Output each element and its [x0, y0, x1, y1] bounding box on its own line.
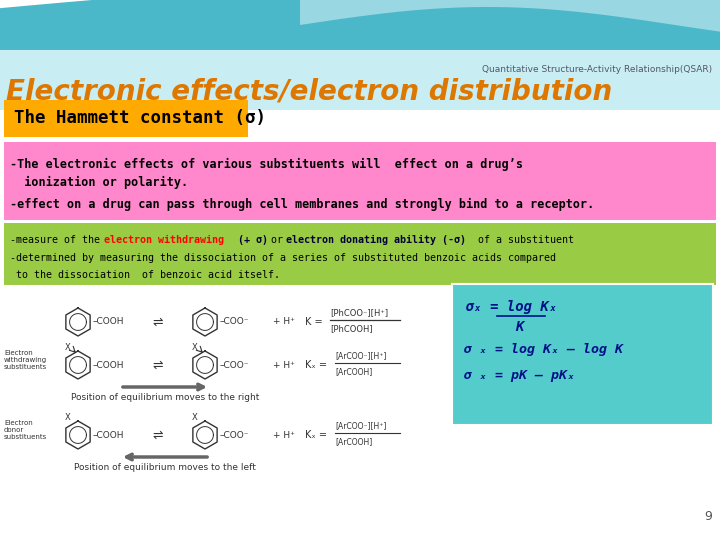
- Text: σₓ = log Kₓ: σₓ = log Kₓ: [465, 300, 557, 314]
- Text: –COO⁻: –COO⁻: [220, 430, 250, 440]
- Text: –COO⁻: –COO⁻: [220, 318, 250, 327]
- Text: [PhCOOH]: [PhCOOH]: [330, 325, 373, 334]
- Text: Electronic effects/electron distribution: Electronic effects/electron distribution: [6, 78, 612, 106]
- Text: ⇌: ⇌: [153, 315, 163, 328]
- FancyBboxPatch shape: [0, 0, 720, 110]
- Text: σ ₓ = pK – pKₓ: σ ₓ = pK – pKₓ: [463, 368, 575, 381]
- Text: –COOH: –COOH: [93, 361, 125, 369]
- Text: ⇌: ⇌: [153, 359, 163, 372]
- Polygon shape: [300, 0, 720, 36]
- Text: [ArCOO⁻][H⁺]: [ArCOO⁻][H⁺]: [335, 352, 387, 361]
- Text: Position of equilibrium moves to the right: Position of equilibrium moves to the rig…: [71, 394, 259, 402]
- Text: electron donating ability (-σ): electron donating ability (-σ): [286, 235, 466, 245]
- Text: X: X: [192, 343, 198, 353]
- Text: [ArCOOH]: [ArCOOH]: [335, 368, 372, 376]
- Text: [ArCOO⁻][H⁺]: [ArCOO⁻][H⁺]: [335, 422, 387, 430]
- Text: of a substituent: of a substituent: [472, 235, 574, 245]
- Text: 9: 9: [704, 510, 712, 523]
- Text: X: X: [192, 414, 198, 422]
- Text: to the dissociation  of benzoic acid itself.: to the dissociation of benzoic acid itse…: [10, 270, 280, 280]
- Text: Electron
donor
substituents: Electron donor substituents: [4, 420, 48, 440]
- Text: -effect on a drug can pass through cell membranes and strongly bind to a recepto: -effect on a drug can pass through cell …: [10, 198, 594, 211]
- FancyBboxPatch shape: [4, 288, 716, 522]
- Text: + H⁺: + H⁺: [273, 430, 295, 440]
- Text: -determined by measuring the dissociation of a series of substituted benzoic aci: -determined by measuring the dissociatio…: [10, 253, 556, 263]
- Text: (+ σ): (+ σ): [232, 235, 268, 245]
- Text: ⇌: ⇌: [153, 429, 163, 442]
- Text: Position of equilibrium moves to the left: Position of equilibrium moves to the lef…: [74, 463, 256, 472]
- Text: –COOH: –COOH: [93, 430, 125, 440]
- Text: –COOH: –COOH: [93, 318, 125, 327]
- Text: The Hammett constant (σ): The Hammett constant (σ): [14, 109, 266, 127]
- Text: σ ₓ = log Kₓ – log K: σ ₓ = log Kₓ – log K: [463, 343, 623, 356]
- FancyBboxPatch shape: [0, 30, 720, 110]
- Text: + H⁺: + H⁺: [273, 318, 295, 327]
- Text: -The electronic effects of various substituents will  effect on a drug’s: -The electronic effects of various subst…: [10, 158, 523, 171]
- Text: [ArCOOH]: [ArCOOH]: [335, 437, 372, 447]
- Text: –COO⁻: –COO⁻: [220, 361, 250, 369]
- Polygon shape: [0, 0, 720, 10]
- Text: electron withdrawing: electron withdrawing: [104, 235, 224, 245]
- Text: Kₓ =: Kₓ =: [305, 360, 330, 370]
- Text: Quantitative Structure-Activity Relationship(QSAR): Quantitative Structure-Activity Relation…: [482, 65, 712, 75]
- FancyBboxPatch shape: [0, 0, 720, 50]
- Text: + H⁺: + H⁺: [273, 361, 295, 369]
- Text: X: X: [65, 414, 71, 422]
- Text: ionization or polarity.: ionization or polarity.: [10, 176, 188, 188]
- Text: -measure of the: -measure of the: [10, 235, 106, 245]
- Text: or: or: [265, 235, 289, 245]
- FancyBboxPatch shape: [452, 284, 713, 425]
- Text: [PhCOO⁻][H⁺]: [PhCOO⁻][H⁺]: [330, 308, 388, 318]
- Text: X: X: [65, 343, 71, 353]
- Text: K: K: [515, 320, 523, 334]
- Text: Electron
withdrawing
substituents: Electron withdrawing substituents: [4, 350, 48, 370]
- Text: K =: K =: [305, 317, 325, 327]
- Text: Kₓ =: Kₓ =: [305, 430, 330, 440]
- FancyBboxPatch shape: [4, 100, 248, 137]
- FancyBboxPatch shape: [4, 223, 716, 285]
- FancyBboxPatch shape: [4, 142, 716, 220]
